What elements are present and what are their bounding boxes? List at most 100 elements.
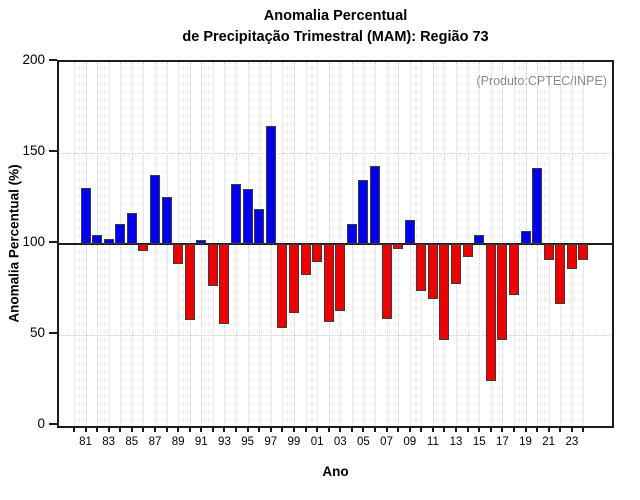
x-tick-mark [350, 426, 353, 432]
y-axis-label: Anomalia Percentual (%) [6, 164, 22, 323]
x-tick-mark [512, 426, 515, 432]
bar-1989 [173, 244, 184, 265]
x-tick-mark [84, 426, 87, 432]
bar-2012 [439, 244, 450, 341]
x-tick-mark [420, 426, 423, 432]
x-tick-mark [258, 426, 261, 432]
x-tick-mark [385, 426, 388, 432]
x-tick-mark [570, 426, 573, 432]
y-tick-mark [49, 423, 57, 425]
x-tick-mark [130, 426, 133, 432]
bar-2011 [427, 244, 438, 299]
source-annotation: (Produto:CPTEC/INPE) [476, 74, 607, 88]
x-tick-mark [455, 426, 458, 432]
x-tick-mark [153, 426, 156, 432]
x-tick-mark [72, 426, 75, 432]
x-tick-label: 09 [403, 436, 417, 448]
x-tick-label: 99 [287, 436, 301, 448]
bar-1982 [92, 234, 103, 244]
x-tick-label: 93 [218, 436, 231, 448]
y-tick-mark [49, 59, 57, 61]
x-tick-label: 95 [241, 436, 254, 448]
x-tick-mark [177, 426, 180, 432]
h-gridline [59, 335, 612, 336]
x-tick-mark [304, 426, 307, 432]
plot-area: (Produto:CPTEC/INPE) [57, 60, 614, 428]
x-tick-mark [547, 426, 550, 432]
x-tick-mark [478, 426, 481, 432]
bar-2004 [346, 223, 357, 244]
x-tick-mark [408, 426, 411, 432]
x-tick-mark [188, 426, 191, 432]
x-tick-mark [362, 426, 365, 432]
x-tick-mark [582, 426, 585, 432]
x-tick-label: 85 [125, 436, 139, 448]
x-tick-mark [397, 426, 400, 432]
x-tick-label: 81 [79, 436, 92, 448]
bar-1992 [207, 244, 218, 286]
bar-1998 [277, 244, 288, 328]
x-tick-mark [489, 426, 492, 432]
bar-2015 [474, 234, 485, 244]
x-tick-mark [235, 426, 238, 432]
x-tick-label: 11 [426, 436, 439, 448]
x-tick-mark [536, 426, 539, 432]
x-tick-label: 97 [264, 436, 278, 448]
chart-title: Anomalia Percentual de Precipitação Trim… [57, 6, 614, 48]
x-tick-mark [431, 426, 434, 432]
x-tick-label: 05 [357, 436, 370, 448]
x-tick-label: 21 [542, 436, 556, 448]
x-tick-label: 13 [449, 436, 463, 448]
bar-1991 [196, 240, 207, 244]
x-tick-mark [374, 426, 376, 432]
x-tick-label: 03 [333, 436, 347, 448]
y-tick-label: 50 [29, 325, 45, 340]
y-tick-mark [49, 241, 57, 243]
bar-2016 [485, 244, 496, 381]
x-tick-mark [281, 426, 284, 432]
x-tick-label: 01 [310, 436, 324, 448]
y-tick-label: 0 [37, 416, 45, 431]
bar-1984 [115, 223, 126, 244]
bar-2020 [532, 167, 543, 244]
x-tick-label: 15 [472, 436, 486, 448]
bar-1983 [103, 238, 114, 244]
bar-2002 [323, 244, 334, 323]
bar-2007 [381, 244, 392, 319]
y-tick-label: 200 [22, 52, 45, 67]
bar-2005 [358, 180, 369, 244]
y-tick-label: 100 [22, 234, 45, 249]
bar-2023 [566, 244, 577, 270]
x-tick-mark [200, 426, 203, 432]
bar-2008 [393, 244, 404, 250]
bar-1985 [126, 213, 137, 244]
bar-1987 [149, 174, 160, 244]
x-tick-mark [107, 426, 110, 432]
y-tick-label: 150 [22, 143, 45, 158]
bar-2017 [497, 244, 508, 341]
x-tick-mark [96, 426, 99, 432]
x-axis-label: Ano [322, 464, 349, 479]
x-tick-mark [466, 426, 469, 432]
bar-2024 [578, 244, 589, 261]
x-tick-mark [524, 426, 527, 432]
y-tick-mark [49, 150, 57, 152]
x-tick-label: 91 [194, 436, 208, 448]
x-tick-mark [119, 426, 122, 432]
chart-title-line1: Anomalia Percentual [263, 8, 408, 24]
bar-1986 [138, 244, 149, 252]
bar-1994 [231, 183, 242, 244]
bar-1996 [254, 209, 265, 244]
x-tick-mark [165, 426, 168, 432]
x-tick-mark [246, 426, 249, 432]
bar-2010 [416, 244, 427, 292]
x-tick-mark [292, 426, 295, 432]
bar-2009 [404, 220, 415, 244]
x-tick-label: 17 [495, 436, 509, 448]
x-tick-mark [339, 426, 342, 432]
x-tick-mark [316, 426, 319, 432]
x-tick-mark [327, 426, 330, 432]
bar-2022 [555, 244, 566, 305]
bar-2003 [335, 244, 346, 312]
